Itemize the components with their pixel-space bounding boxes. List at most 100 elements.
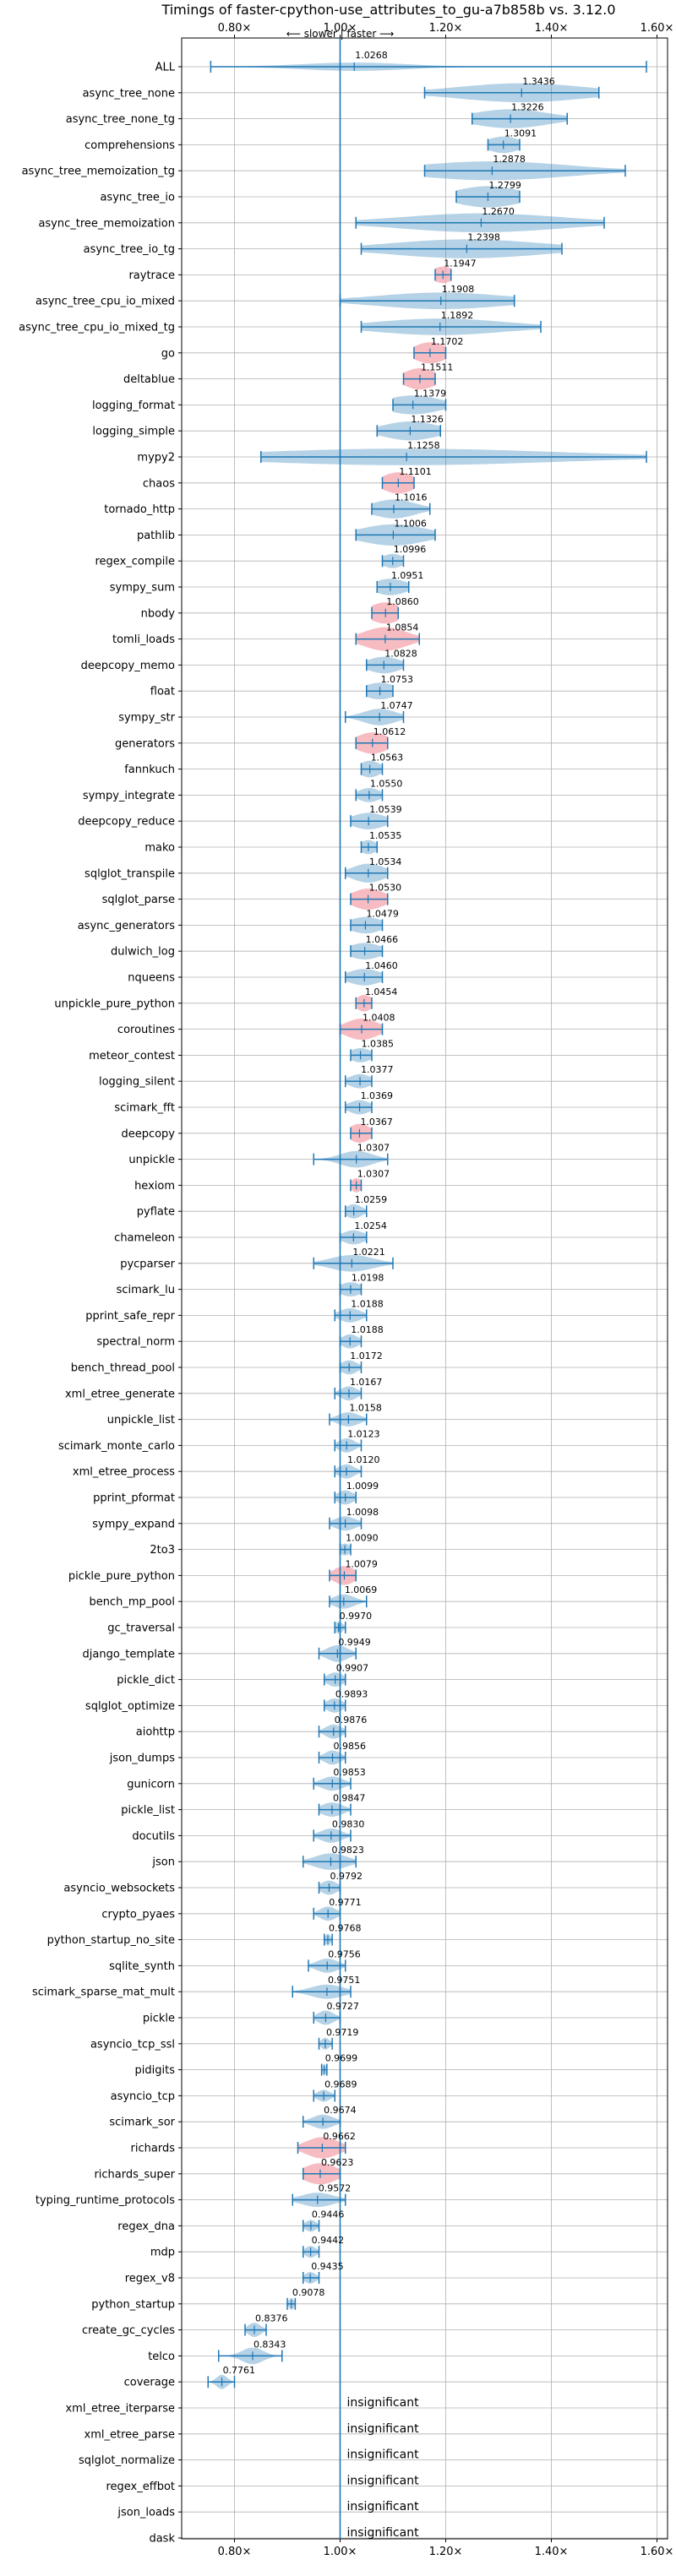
- value-label: 1.1016: [395, 492, 428, 503]
- benchmark-label: pprint_safe_repr: [85, 1310, 175, 1323]
- benchmark-label: regex_effbot: [106, 2481, 175, 2493]
- x-tick-label-bottom: 1.40×: [535, 2546, 569, 2558]
- x-tick-label-top: 0.80×: [218, 22, 252, 35]
- value-label: 1.0753: [381, 674, 414, 685]
- benchmark-label: json: [151, 1856, 175, 1869]
- benchmark-label: python_startup: [91, 2298, 175, 2311]
- benchmark-label: json_loads: [117, 2507, 175, 2519]
- benchmark-label: bench_thread_pool: [71, 1362, 175, 1375]
- benchmark-label: sympy_integrate: [83, 790, 175, 802]
- benchmark-label: ALL: [155, 62, 176, 74]
- benchmark-label: generators: [115, 737, 175, 750]
- benchmark-label: regex_dna: [117, 2220, 175, 2233]
- value-label: 0.9830: [332, 1818, 365, 1829]
- value-label: 1.1101: [399, 466, 432, 477]
- benchmark-label: django_template: [83, 1648, 175, 1660]
- insignificant-label: insignificant: [347, 2396, 420, 2410]
- benchmark-label: mypy2: [137, 452, 175, 465]
- benchmark-label: unpickle_pure_python: [54, 997, 175, 1010]
- value-label: 0.9442: [312, 2235, 345, 2246]
- value-label: 0.9623: [321, 2157, 354, 2168]
- value-label: 1.0860: [386, 596, 419, 607]
- direction-label: ⟵ slower | faster ⟶: [286, 28, 395, 40]
- value-label: 1.0460: [365, 960, 398, 971]
- benchmark-label: json_dumps: [109, 1753, 175, 1765]
- benchmark-label: asyncio_tcp: [111, 2090, 175, 2103]
- benchmark-label: typing_runtime_protocols: [35, 2194, 175, 2207]
- benchmark-label: deepcopy_memo: [81, 660, 175, 672]
- value-label: 1.0612: [373, 726, 406, 737]
- value-label: 1.0385: [362, 1038, 395, 1049]
- benchmark-label: async_tree_cpu_io_mixed: [35, 296, 175, 308]
- benchmark-label: sqlglot_normalize: [79, 2454, 175, 2467]
- value-label: 1.0172: [350, 1350, 383, 1361]
- value-label: 1.1947: [444, 258, 477, 269]
- value-label: 1.0098: [346, 1507, 379, 1518]
- value-label: 0.9078: [292, 2287, 325, 2298]
- value-label: 1.0069: [345, 1584, 378, 1595]
- benchmark-label: python_startup_no_site: [47, 1934, 175, 1947]
- benchmark-label: pyflate: [137, 1206, 175, 1219]
- benchmark-label: chaos: [143, 477, 175, 490]
- value-label: 1.2878: [493, 154, 526, 165]
- x-tick-label-bottom: 1.00×: [324, 2546, 357, 2558]
- value-label: 0.9853: [333, 1767, 366, 1778]
- value-label: 0.9970: [340, 1611, 373, 1622]
- benchmark-label: xml_etree_iterparse: [65, 2403, 175, 2416]
- value-label: 0.9751: [328, 1975, 361, 1986]
- value-label: 1.0828: [384, 648, 417, 659]
- value-label: 0.9823: [331, 1845, 364, 1856]
- benchmark-label: async_tree_memoization_tg: [22, 166, 175, 178]
- benchmark-label: sqlglot_transpile: [84, 867, 175, 880]
- value-label: 1.3091: [504, 128, 537, 139]
- benchmark-label: unpickle_list: [107, 1414, 175, 1427]
- benchmark-label: regex_compile: [95, 556, 175, 568]
- value-label: 1.0268: [355, 50, 388, 61]
- value-label: 1.1908: [442, 284, 475, 295]
- benchmark-label: sqlglot_optimize: [85, 1700, 175, 1713]
- benchmark-label: async_tree_io: [100, 192, 175, 204]
- value-label: 1.0377: [361, 1064, 394, 1075]
- value-label: 1.1326: [411, 414, 444, 425]
- value-label: 1.0466: [366, 934, 399, 945]
- value-label: 1.0090: [346, 1533, 379, 1544]
- value-label: 1.0079: [345, 1558, 378, 1569]
- violins: [207, 38, 647, 2539]
- value-label: 0.9727: [326, 2001, 359, 2012]
- value-label: 1.1379: [414, 388, 447, 399]
- benchmark-label: mdp: [150, 2247, 175, 2259]
- benchmark-label: pycparser: [120, 1258, 175, 1270]
- value-label: 1.0188: [351, 1298, 384, 1309]
- value-label: 0.9771: [329, 1897, 362, 1908]
- value-label: 1.0534: [369, 856, 402, 867]
- value-label: 0.9792: [330, 1871, 363, 1882]
- benchmark-label: hexiom: [134, 1180, 175, 1193]
- value-label: 1.0535: [369, 830, 402, 841]
- benchmark-label: dulwich_log: [111, 946, 175, 959]
- benchmark-label: tomli_loads: [112, 633, 175, 646]
- benchmark-label: pickle_pure_python: [68, 1570, 175, 1583]
- value-label: 0.9907: [336, 1663, 369, 1674]
- benchmark-label: aiohttp: [136, 1726, 175, 1739]
- value-label: 0.9674: [324, 2105, 357, 2116]
- value-label: 1.0530: [369, 883, 402, 894]
- value-label: 0.9572: [319, 2183, 352, 2194]
- value-label: 1.0539: [369, 804, 402, 815]
- benchmark-label: scimark_lu: [117, 1284, 175, 1296]
- value-label: 0.9699: [325, 2053, 358, 2064]
- benchmark-label: docutils: [132, 1830, 175, 1843]
- benchmark-label: mako: [144, 842, 175, 855]
- value-label: 1.0099: [346, 1481, 379, 1492]
- benchmark-label: coverage: [124, 2377, 175, 2389]
- value-label: 1.1892: [441, 310, 474, 321]
- value-label: 1.2799: [488, 180, 521, 191]
- value-label: 1.0221: [352, 1247, 385, 1258]
- value-label: 1.0120: [347, 1454, 380, 1465]
- insignificant-label: insignificant: [347, 2474, 420, 2487]
- benchmark-label: logging_simple: [92, 426, 175, 438]
- benchmark-label: coroutines: [117, 1024, 175, 1036]
- value-label: 0.9435: [311, 2261, 344, 2272]
- value-label: 0.9768: [329, 1923, 362, 1934]
- benchmark-label: nbody: [141, 607, 176, 620]
